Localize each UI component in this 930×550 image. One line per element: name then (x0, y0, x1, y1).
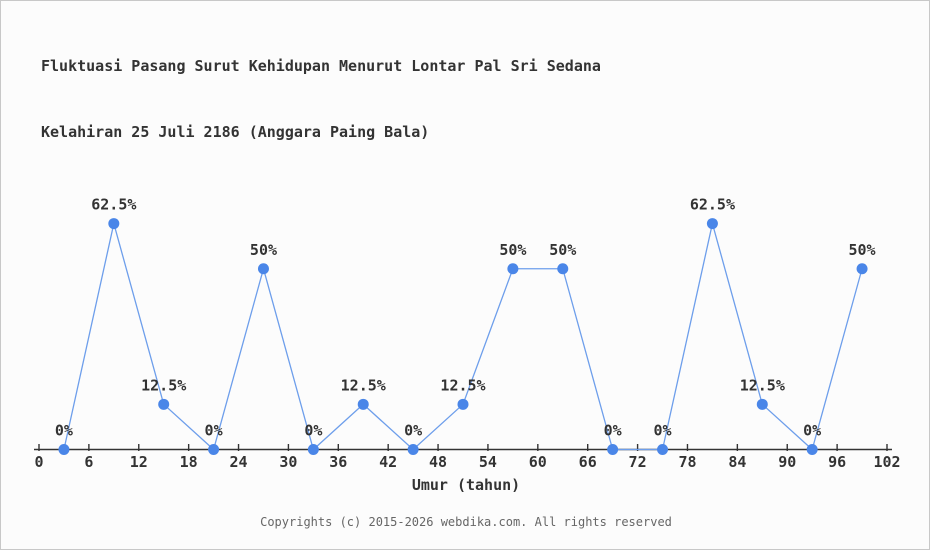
x-axis-tick-label: 42 (379, 453, 397, 471)
data-point-marker (457, 398, 469, 410)
x-axis-tick-label: 0 (34, 453, 43, 471)
data-point-label: 0% (55, 422, 73, 440)
x-axis-tick-label: 30 (279, 453, 297, 471)
chart-title-line2: Kelahiran 25 Juli 2186 (Anggara Paing Ba… (41, 123, 430, 141)
data-line (63, 223, 863, 451)
x-axis-tick-label: 96 (828, 453, 846, 471)
chart-layer: 0 6 12 18 24 30 36 42 48 54 60 66 72 78 84 90 96 102 0% 62.… (34, 196, 901, 471)
data-point-label: 0% (803, 422, 821, 440)
data-point-label: 0% (205, 422, 223, 440)
data-point-label: 50% (250, 241, 277, 259)
data-point-marker (856, 263, 868, 275)
x-axis-tick-label: 78 (678, 453, 696, 471)
x-axis-tick-label: 12 (130, 453, 148, 471)
data-point-marker (257, 263, 269, 275)
data-point-label: 50% (499, 241, 526, 259)
x-axis-tick-label: 60 (529, 453, 547, 471)
data-point-marker (806, 444, 818, 455)
data-point-marker (307, 444, 319, 455)
x-axis-tick-label: 6 (84, 453, 93, 471)
x-axis-tick-label: 48 (429, 453, 447, 471)
x-axis-tick-label: 18 (180, 453, 198, 471)
data-point-marker (557, 263, 569, 275)
x-axis-tick-label: 90 (778, 453, 796, 471)
data-point-label: 12.5% (141, 376, 186, 394)
data-point-marker (208, 444, 220, 455)
data-point-label: 12.5% (440, 376, 485, 394)
data-point-label: 0% (653, 422, 671, 440)
data-point-marker (407, 444, 419, 455)
data-point-marker (657, 444, 669, 455)
data-point-label: 0% (604, 422, 622, 440)
data-point-label: 0% (404, 422, 422, 440)
x-axis-tick-label: 72 (629, 453, 647, 471)
x-axis-title: Umur (tahun) (412, 476, 520, 494)
copyright-footer: Copyrights (c) 2015-2026 webdika.com. Al… (260, 515, 672, 529)
data-point-label: 50% (549, 241, 576, 259)
data-point-marker (756, 398, 768, 410)
data-point-marker (108, 218, 120, 230)
x-axis-tick-label: 54 (479, 453, 497, 471)
x-axis-tick-label: 102 (873, 453, 900, 471)
data-point-label: 0% (304, 422, 322, 440)
x-axis-tick-label: 36 (329, 453, 347, 471)
data-point-label: 62.5% (91, 196, 136, 214)
data-point-marker (507, 263, 519, 275)
data-point-label: 62.5% (690, 196, 735, 214)
data-point-label: 12.5% (341, 376, 386, 394)
x-axis-tick-label: 24 (229, 453, 247, 471)
data-point-marker (706, 218, 718, 230)
data-point-marker (58, 444, 70, 455)
x-axis-tick-label: 66 (579, 453, 597, 471)
data-point-marker (357, 398, 369, 410)
data-point-label: 12.5% (740, 376, 785, 394)
data-point-label: 50% (849, 241, 876, 259)
chart-title: Fluktuasi Pasang Surut Kehidupan Menurut… (41, 11, 601, 187)
data-point-marker (607, 444, 619, 455)
chart-title-line1: Fluktuasi Pasang Surut Kehidupan Menurut… (41, 57, 601, 75)
data-point-marker (158, 398, 170, 410)
x-axis-tick-label: 84 (728, 453, 746, 471)
